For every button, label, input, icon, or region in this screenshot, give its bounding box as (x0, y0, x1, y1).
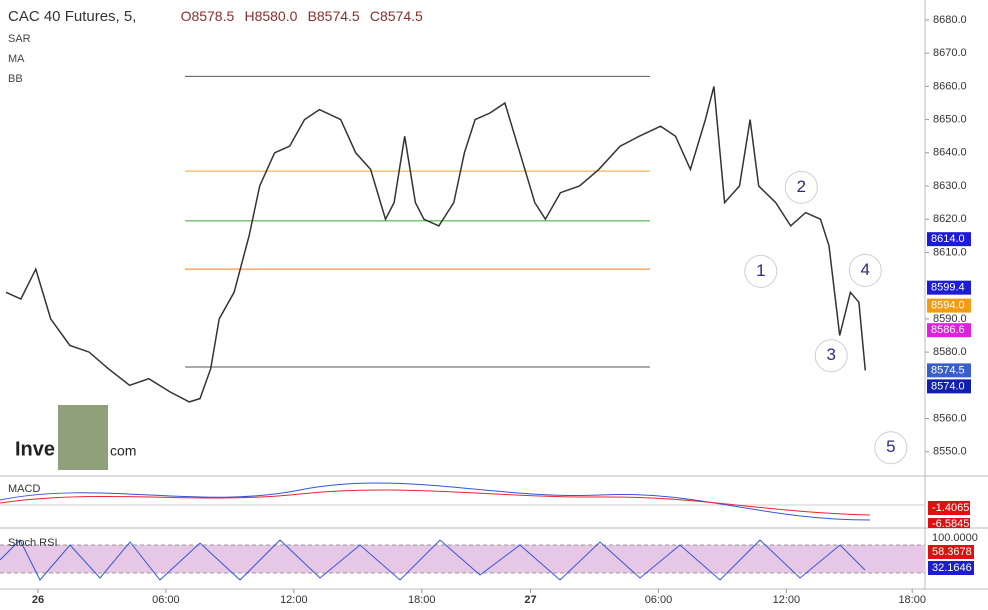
ohlc: C8574.5 (369, 8, 423, 24)
macd-signal (0, 489, 871, 516)
price-label-box (927, 363, 971, 378)
ohlc: B8574.5 (307, 8, 360, 24)
ohlc: O8578.5 (180, 8, 235, 24)
price-line (5, 86, 867, 403)
price-label-box (927, 298, 971, 313)
y-tick-label: 8670.0 (933, 47, 967, 59)
x-tick-label: 18:00 (898, 594, 926, 606)
panel-title: Stoch RSI (8, 537, 58, 549)
wave-marker (784, 170, 818, 204)
price-label-box (927, 280, 971, 295)
price-label-box (927, 232, 971, 247)
price-label: 8574.5 (931, 364, 965, 376)
value-label: 58.3678 (932, 546, 972, 558)
wave-marker (814, 339, 848, 373)
price-label-box (927, 379, 971, 394)
symbol-title[interactable]: CAC 40 Futures, 5, (8, 8, 137, 25)
price-label: 8574.0 (931, 380, 965, 392)
logo-text: Inve (15, 438, 55, 460)
symbol-header: CAC 40 Futures, 5, O8578.5 H8580.0 B8574… (8, 8, 423, 25)
value-label: -1.4065 (932, 502, 969, 514)
y-tick-label: 8610.0 (933, 246, 967, 258)
panel-title: MACD (8, 483, 40, 495)
value-label: -6.5845 (932, 518, 969, 530)
value-box (928, 518, 970, 528)
value-box (928, 501, 970, 515)
price-label: 8586.6 (931, 324, 965, 336)
y-tick-label: 8650.0 (933, 113, 967, 125)
x-tick-label: 27 (524, 594, 536, 606)
stoch-band (0, 545, 925, 573)
value-box (928, 561, 974, 575)
y-tick-label: 8620.0 (933, 213, 967, 225)
price-label: 8594.0 (931, 300, 965, 312)
y-tick-label: 8560.0 (933, 412, 967, 424)
x-tick-label: 06:00 (645, 594, 673, 606)
y-tick-label: 8660.0 (933, 80, 967, 92)
x-tick-label: 12:00 (280, 594, 308, 606)
y-tick-label: 8580.0 (933, 346, 967, 358)
value-box (928, 545, 974, 559)
wave-label: 1 (756, 261, 765, 280)
wave-label: 3 (826, 345, 835, 364)
price-label: 8614.0 (931, 233, 965, 245)
macd-line (0, 482, 871, 521)
indicator[interactable]: SAR (8, 33, 31, 45)
stoch-k (0, 539, 866, 581)
value-label: 100.0000 (932, 532, 978, 544)
y-tick-label: 8590.0 (933, 313, 967, 325)
wave-label: 2 (797, 177, 806, 196)
y-tick-label: 8680.0 (933, 14, 967, 26)
wave-label: 5 (886, 437, 895, 456)
indicator[interactable]: BB (8, 73, 23, 85)
logo-image (58, 405, 108, 470)
x-tick-label: 06:00 (152, 594, 180, 606)
price-label-box (927, 323, 971, 338)
x-tick-label: 18:00 (408, 594, 436, 606)
y-tick-label: 8550.0 (933, 446, 967, 458)
wave-label: 4 (861, 260, 870, 279)
x-tick-label: 12:00 (773, 594, 801, 606)
y-tick-label: 8640.0 (933, 147, 967, 159)
wave-marker (848, 253, 882, 287)
ohlc: H8580.0 (244, 8, 298, 24)
wave-marker (874, 431, 908, 465)
indicator[interactable]: MA (8, 53, 25, 65)
price-label: 8599.4 (931, 282, 965, 294)
y-tick-label: 8630.0 (933, 180, 967, 192)
x-tick-label: 26 (32, 594, 44, 606)
logo-text: com (110, 443, 136, 459)
wave-marker (744, 254, 778, 288)
value-label: 32.1646 (932, 562, 972, 574)
